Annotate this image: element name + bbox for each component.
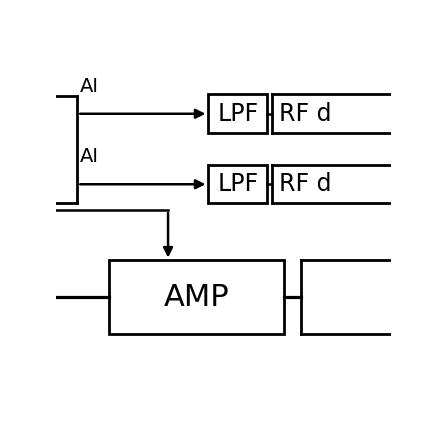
Text: AI: AI [80, 77, 99, 96]
Text: AI: AI [80, 147, 99, 167]
Text: RF d: RF d [279, 172, 332, 196]
Bar [109, 260, 284, 334]
Text: AMP: AMP [164, 283, 229, 312]
Text: RF d: RF d [279, 102, 332, 126]
Bar [208, 165, 267, 203]
Bar [208, 94, 267, 133]
Text: LPF: LPF [217, 172, 258, 196]
Text: LPF: LPF [217, 102, 258, 126]
